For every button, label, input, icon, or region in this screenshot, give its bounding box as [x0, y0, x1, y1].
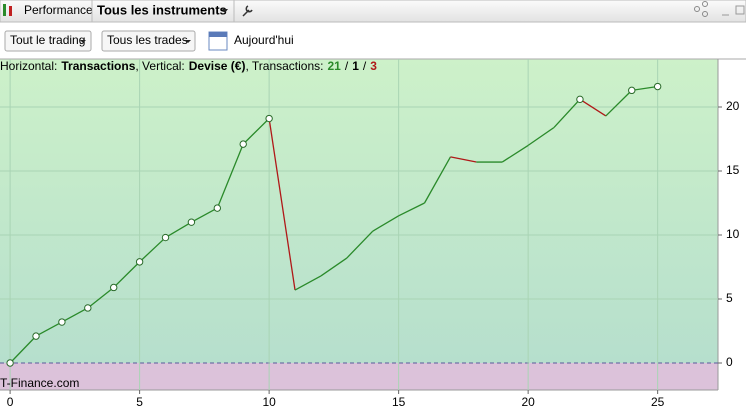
settings-icon[interactable]: [242, 5, 253, 17]
point-marker: [628, 86, 636, 95]
line-segment: [113, 261, 141, 288]
info-part: /: [345, 59, 349, 73]
x-tick-label: 5: [136, 395, 143, 408]
point-marker: [239, 140, 247, 148]
x-tick-label: 25: [651, 395, 665, 408]
trades-select[interactable]: [101, 30, 196, 52]
point-marker: [576, 95, 584, 104]
icon: [9, 6, 12, 16]
line-segment: [398, 202, 425, 217]
line-segment: [242, 118, 270, 145]
y-tick-label: 5: [726, 291, 733, 305]
toolbar: [0, 0, 746, 23]
point-marker: [58, 318, 66, 326]
point-marker: [84, 304, 92, 312]
arrow: [185, 40, 191, 43]
y-tick-label: 15: [726, 163, 740, 177]
y-tick-label: 10: [726, 227, 740, 241]
line-segment: [579, 98, 607, 117]
x-tick-label: 20: [521, 395, 535, 408]
point-marker: [265, 114, 273, 123]
positive-area: [0, 59, 718, 363]
watermark: T-Finance.com: [0, 376, 79, 390]
trades-label: Tous les trades: [107, 33, 188, 47]
info-part: 1: [352, 59, 359, 73]
line-segment: [501, 144, 529, 163]
chart-info: Horizontal: Transactions, Vertical: Devise…: [0, 59, 377, 73]
line-segment: [423, 156, 452, 204]
arrow: [80, 40, 86, 43]
line-segment: [320, 257, 348, 277]
line-segment: [605, 89, 633, 117]
date-label[interactable]: Aujourd'hui: [234, 33, 294, 47]
share-icon: [702, 1, 708, 7]
line-segment: [631, 85, 658, 92]
line-segment: [87, 286, 115, 309]
info-part: Horizontal:: [0, 59, 57, 73]
info-part: , Vertical:: [135, 59, 184, 73]
line-segment: [372, 215, 399, 232]
y-tick-label: 20: [726, 99, 740, 113]
share-icon[interactable]: [694, 6, 700, 12]
x-tick-label: 15: [392, 395, 406, 408]
arrow: [222, 9, 228, 13]
info-part: , Transactions:: [245, 59, 323, 73]
point-marker: [110, 283, 118, 292]
info-part: Devise (€): [189, 59, 246, 73]
point-marker: [653, 82, 662, 91]
info-part: 3: [370, 59, 377, 73]
line-segment: [527, 126, 555, 146]
line-segment: [268, 118, 296, 291]
line-segment: [191, 207, 218, 223]
tab[interactable]: Performance: [24, 3, 93, 17]
line-segment: [139, 237, 166, 263]
point-marker: [32, 332, 40, 340]
negative-area: [0, 362, 718, 390]
line-segment: [61, 307, 89, 323]
line-segment: [450, 156, 477, 163]
line-segment: [553, 98, 581, 128]
chart: 0 5 10 15 20 0 5 10 15 20 25 Horizontal: Transaction…: [0, 58, 746, 409]
point-marker: [6, 359, 14, 367]
trading-select[interactable]: [4, 30, 92, 52]
line-segment: [165, 221, 192, 239]
instrument-select[interactable]: Tous les instruments: [97, 2, 227, 17]
info-part: /: [363, 59, 367, 73]
x-tick-label: 10: [262, 395, 276, 408]
icon: [3, 4, 6, 16]
share-icon: [702, 11, 708, 17]
trading-label: Tout le trading: [10, 33, 85, 47]
info-part: Transactions: [61, 59, 135, 73]
line-segment: [346, 230, 374, 259]
maximize[interactable]: [735, 5, 745, 15]
info-part: 21: [328, 59, 342, 73]
y-tick-label: 0: [726, 355, 733, 369]
point-marker: [213, 204, 222, 212]
line-segment: [9, 335, 37, 364]
point-marker: [187, 218, 196, 226]
line-segment: [35, 321, 63, 337]
point-marker: [135, 258, 144, 266]
line-segment: [216, 143, 244, 209]
point-marker: [161, 233, 170, 242]
calendar-icon: [209, 32, 227, 37]
x-tick-label: 0: [7, 395, 14, 408]
line-segment: [294, 275, 322, 291]
